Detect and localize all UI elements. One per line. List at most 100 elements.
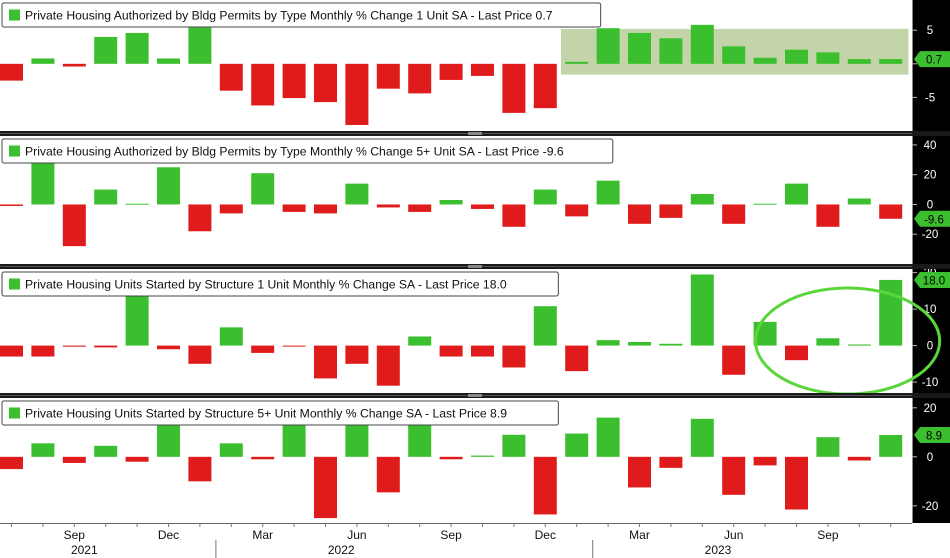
- bar: [376, 345, 400, 386]
- bar: [188, 27, 212, 64]
- bar: [376, 456, 400, 493]
- bar: [565, 61, 589, 64]
- bar: [345, 345, 369, 364]
- bar: [439, 345, 463, 357]
- chart-panel-1: 5 -5 0.7 Private Housing Authorized by Bldg…: [0, 0, 950, 131]
- bar: [659, 343, 683, 346]
- bar: [879, 435, 903, 457]
- legend-swatch: [9, 407, 20, 419]
- bar: [722, 46, 746, 64]
- bar: [314, 63, 337, 103]
- bar: [251, 63, 275, 106]
- y-tick-label: -10: [922, 377, 939, 389]
- bar: [125, 203, 149, 205]
- bar: [502, 434, 526, 457]
- bar: [847, 456, 871, 461]
- x-tick-label: Mar: [629, 528, 650, 542]
- bar: [62, 63, 86, 67]
- bar: [251, 456, 275, 460]
- bar: [753, 456, 777, 466]
- bar: [659, 456, 683, 468]
- bar: [690, 274, 714, 346]
- bar: [471, 63, 494, 76]
- y-tick-label: 0: [927, 452, 933, 464]
- bar: [157, 424, 180, 457]
- x-axis-background: [0, 523, 950, 558]
- bar: [879, 59, 903, 64]
- bar: [188, 204, 212, 232]
- bar: [0, 204, 23, 206]
- bar: [157, 345, 180, 350]
- bar: [439, 63, 463, 80]
- bar: [879, 204, 903, 219]
- last-value-label: -9.6: [924, 214, 944, 226]
- x-year-label: 2021: [71, 543, 98, 557]
- bar: [314, 345, 337, 379]
- bar: [157, 167, 180, 205]
- bar: [502, 204, 526, 227]
- bar: [596, 180, 620, 205]
- separator-grip[interactable]: [468, 265, 482, 268]
- bar: [0, 345, 23, 357]
- y-tick-label: 0: [927, 199, 933, 211]
- chart-panel-2: 40 20 0 -20 -9.6 Private Housing Authorized b…: [0, 136, 950, 264]
- bar: [816, 204, 840, 227]
- bar: [31, 345, 55, 357]
- y-tick-label: -20: [922, 229, 939, 241]
- legend-swatch: [9, 9, 20, 21]
- bar: [847, 344, 871, 346]
- last-value-label: 0.7: [926, 55, 942, 67]
- x-year-label: 2023: [705, 543, 732, 557]
- bar: [219, 63, 243, 91]
- bar: [753, 203, 777, 205]
- bar: [345, 183, 369, 205]
- y-tick-label: -5: [925, 92, 935, 104]
- legend-box: [1, 271, 559, 297]
- bar: [816, 338, 840, 346]
- bar: [690, 194, 714, 205]
- bar: [31, 443, 55, 457]
- legend-label: Private Housing Units Started by Structu…: [25, 278, 507, 292]
- bar: [345, 422, 369, 457]
- bar: [31, 58, 55, 64]
- bar: [471, 204, 494, 209]
- bar: [62, 456, 86, 463]
- last-value-label: 8.9: [926, 431, 942, 443]
- separator-grip[interactable]: [468, 394, 482, 397]
- y-tick-label: 5: [927, 25, 933, 37]
- bar: [565, 433, 589, 457]
- x-tick-label: Jun: [724, 528, 743, 542]
- x-tick-label: Sep: [817, 528, 839, 542]
- bar: [659, 204, 683, 218]
- bar: [690, 24, 714, 64]
- legend-label: Private Housing Authorized by Bldg Permi…: [25, 9, 553, 23]
- bar: [219, 327, 243, 346]
- bar: [0, 456, 23, 470]
- bar: [596, 417, 620, 457]
- x-tick-label: Mar: [252, 528, 273, 542]
- legend-box: [1, 2, 602, 28]
- separator-grip[interactable]: [468, 132, 482, 135]
- legend-label: Private Housing Authorized by Bldg Permi…: [25, 145, 564, 159]
- bar: [879, 279, 903, 346]
- bar: [376, 204, 400, 208]
- bar: [408, 63, 432, 94]
- bar: [282, 204, 306, 212]
- last-value-badge: [914, 427, 950, 444]
- legend-swatch: [9, 278, 20, 290]
- bar: [471, 455, 494, 457]
- bar: [157, 58, 180, 64]
- bar: [816, 52, 840, 64]
- bar: [62, 204, 86, 247]
- last-value-label: 18.0: [923, 275, 945, 287]
- bar: [785, 345, 808, 361]
- bar: [847, 198, 871, 205]
- x-tick-label: Jun: [347, 528, 366, 542]
- x-tick-label: Sep: [64, 528, 86, 542]
- bar: [408, 336, 432, 346]
- x-tick-label: Dec: [535, 528, 556, 542]
- bar: [282, 420, 306, 457]
